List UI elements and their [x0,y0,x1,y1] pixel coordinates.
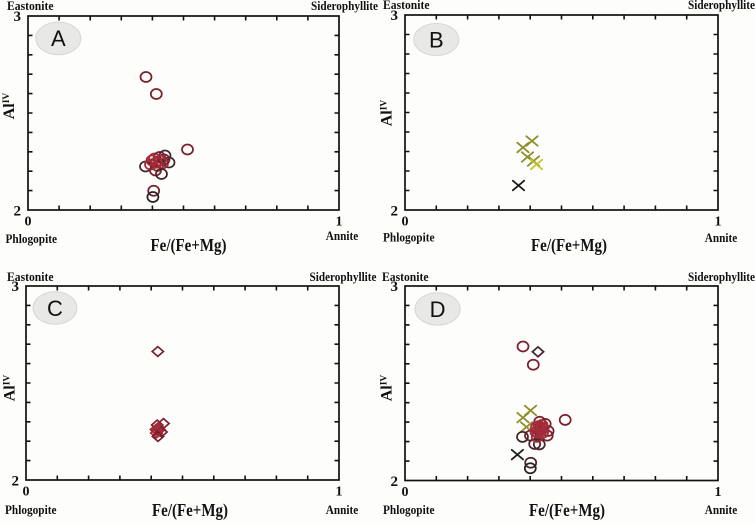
svg-text:C: C [47,296,63,321]
svg-text:D: D [430,297,446,322]
svg-text:Fe/(Fe+Mg): Fe/(Fe+Mg) [152,500,228,521]
svg-text:Siderophyllite: Siderophyllite [688,269,755,284]
svg-text:3: 3 [391,8,399,24]
svg-text:Phlogopite: Phlogopite [6,231,58,246]
svg-text:Phlogopite: Phlogopite [383,502,435,517]
svg-text:2: 2 [12,474,20,490]
svg-text:2: 2 [391,474,399,490]
svg-text:1: 1 [336,485,343,500]
svg-text:3: 3 [391,279,399,295]
svg-text:Annite: Annite [705,502,738,517]
svg-text:2: 2 [391,204,399,220]
svg-text:Annite: Annite [326,502,359,517]
svg-text:0: 0 [402,215,409,230]
svg-text:0: 0 [25,215,32,230]
svg-text:1: 1 [336,215,343,230]
svg-text:Annite: Annite [326,228,359,243]
svg-text:2: 2 [14,204,22,220]
svg-text:Eastonite: Eastonite [7,0,54,13]
svg-text:3: 3 [12,279,20,295]
svg-text:Fe/(Fe+Mg): Fe/(Fe+Mg) [151,235,227,256]
svg-text:Phlogopite: Phlogopite [5,502,57,517]
svg-text:Siderophyllite: Siderophyllite [688,0,755,12]
svg-text:0: 0 [402,485,409,500]
svg-text:Annite: Annite [705,230,738,245]
svg-text:Siderophyllite: Siderophyllite [311,0,378,13]
svg-text:B: B [429,27,444,52]
svg-text:0: 0 [23,485,30,500]
svg-text:Fe/(Fe+Mg): Fe/(Fe+Mg) [531,235,607,256]
svg-text:3: 3 [14,9,22,25]
svg-text:A: A [51,26,66,51]
svg-text:Siderophyllite: Siderophyllite [310,269,377,284]
svg-text:Eastonite: Eastonite [382,269,429,284]
svg-text:1: 1 [715,485,722,500]
svg-text:1: 1 [715,215,722,230]
svg-text:Eastonite: Eastonite [383,0,430,12]
svg-text:Eastonite: Eastonite [7,269,54,284]
svg-text:Phlogopite: Phlogopite [383,230,435,245]
svg-text:Fe/(Fe+Mg): Fe/(Fe+Mg) [529,500,605,521]
